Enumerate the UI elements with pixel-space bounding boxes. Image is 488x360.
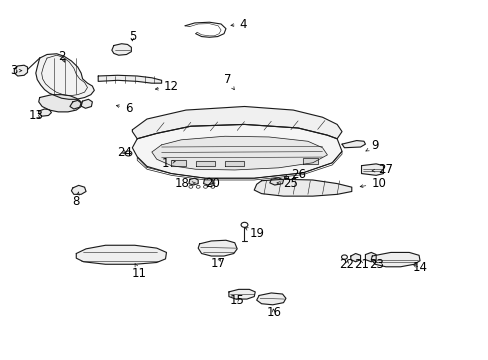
Text: 2: 2 xyxy=(58,50,65,63)
Text: 12: 12 xyxy=(155,80,179,93)
Text: 4: 4 xyxy=(230,18,246,31)
Polygon shape xyxy=(254,179,351,196)
Polygon shape xyxy=(36,54,94,99)
Polygon shape xyxy=(350,253,360,262)
Polygon shape xyxy=(14,65,27,76)
Polygon shape xyxy=(112,44,131,55)
Polygon shape xyxy=(228,289,255,299)
Text: 8: 8 xyxy=(72,192,80,208)
Text: 13: 13 xyxy=(29,109,44,122)
Polygon shape xyxy=(365,252,375,262)
Text: 16: 16 xyxy=(265,306,281,319)
Polygon shape xyxy=(256,293,285,305)
Text: 14: 14 xyxy=(412,261,427,274)
Text: 21: 21 xyxy=(353,258,368,271)
Text: 18: 18 xyxy=(175,177,195,190)
Text: 1: 1 xyxy=(161,157,175,170)
Polygon shape xyxy=(303,158,317,164)
Text: 3: 3 xyxy=(10,64,22,77)
Polygon shape xyxy=(39,109,51,116)
Polygon shape xyxy=(71,185,86,194)
Text: 10: 10 xyxy=(360,177,386,190)
Polygon shape xyxy=(76,245,166,264)
Polygon shape xyxy=(132,107,341,139)
Text: 25: 25 xyxy=(276,177,298,190)
Text: 20: 20 xyxy=(205,177,220,190)
Polygon shape xyxy=(370,252,419,267)
Polygon shape xyxy=(39,95,81,112)
Polygon shape xyxy=(98,75,161,83)
Text: 5: 5 xyxy=(128,30,136,43)
Text: 26: 26 xyxy=(284,168,305,181)
Text: 22: 22 xyxy=(339,258,354,271)
Text: 6: 6 xyxy=(116,102,132,115)
Text: 7: 7 xyxy=(223,73,234,90)
Polygon shape xyxy=(152,136,327,170)
Polygon shape xyxy=(224,161,244,166)
Text: 15: 15 xyxy=(229,294,244,307)
Text: 19: 19 xyxy=(244,227,264,240)
Polygon shape xyxy=(81,99,92,108)
Polygon shape xyxy=(171,160,185,166)
Polygon shape xyxy=(70,100,81,109)
Text: 24: 24 xyxy=(117,145,131,158)
Polygon shape xyxy=(195,161,215,166)
Text: 27: 27 xyxy=(371,163,393,176)
Text: 9: 9 xyxy=(365,139,378,152)
Polygon shape xyxy=(198,240,237,256)
Text: 11: 11 xyxy=(132,264,147,280)
Polygon shape xyxy=(269,178,283,185)
Polygon shape xyxy=(341,140,365,148)
Polygon shape xyxy=(132,125,341,178)
Text: 23: 23 xyxy=(368,258,383,271)
Polygon shape xyxy=(203,178,212,185)
Polygon shape xyxy=(361,164,383,175)
Polygon shape xyxy=(188,178,198,185)
Text: 17: 17 xyxy=(210,257,224,270)
